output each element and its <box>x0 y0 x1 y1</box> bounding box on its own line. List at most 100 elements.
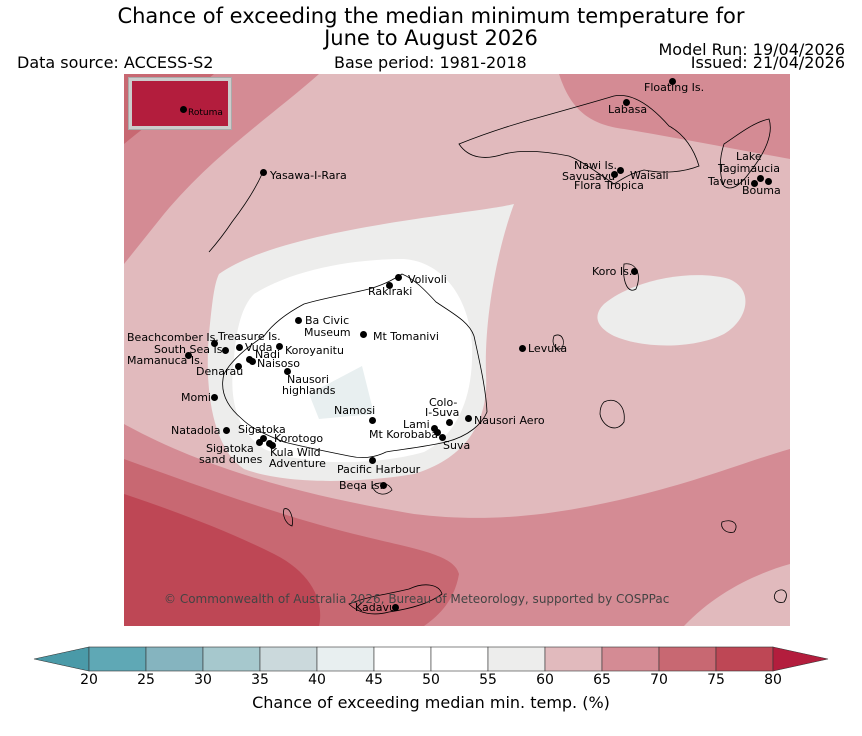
label-sigatoka: Sigatoka <box>238 423 286 436</box>
label-natadola: Natadola <box>171 424 221 437</box>
label-tagimaucia: Tagimaucia <box>718 162 780 175</box>
colorbar-under-arrow <box>33 646 90 672</box>
label-momi: Momi <box>181 391 211 404</box>
marker-momi <box>210 393 218 401</box>
marker-lami <box>430 424 438 432</box>
label-kula-2: Adventure <box>269 457 326 470</box>
marker-volivoli <box>394 273 402 281</box>
marker-kadavu <box>391 603 399 611</box>
marker-savusavu <box>610 170 618 178</box>
yasawa-coast <box>208 173 263 253</box>
rotuma-inset-fill: Rotuma <box>132 81 228 126</box>
label-labasa: Labasa <box>608 103 648 116</box>
colorbar-box-45-50 <box>373 646 432 672</box>
label-tomanivi: Mt Tomanivi <box>373 330 439 343</box>
colorbar <box>33 646 829 672</box>
gau-coast <box>599 399 625 429</box>
issued-date: Issued: 21/04/2026 <box>690 53 845 72</box>
label-korotogo: Korotogo <box>274 432 324 445</box>
marker-natadola <box>222 426 230 434</box>
lau-island-2 <box>774 589 787 603</box>
marker-koro <box>630 267 638 275</box>
marker-taveuni <box>750 179 758 187</box>
zone-75-80-southwest <box>124 494 321 626</box>
label-lami: Lami <box>403 418 430 431</box>
label-levuka: Levuka <box>528 342 568 355</box>
label-colo-1: Colo- <box>429 396 458 409</box>
vanua-levu-coast <box>458 95 700 185</box>
marker-tagimaucia <box>756 174 764 182</box>
label-korobaba: Mt Korobaba <box>369 428 439 441</box>
colorbar-box-55-60 <box>487 646 546 672</box>
colorbar-box-75-80 <box>715 646 774 672</box>
marker-southsea <box>221 346 229 354</box>
marker-labasa <box>622 98 630 106</box>
marker-nausori-highlands <box>283 367 291 375</box>
model-run: Model Run: 19/04/2026 <box>658 40 846 59</box>
label-vuda: Vuda <box>245 341 273 354</box>
label-yasawa: Yasawa-I-Rara <box>270 169 347 182</box>
label-pacific-harbour: Pacific Harbour <box>337 463 421 476</box>
koro-coast <box>623 263 639 291</box>
marker-floating <box>668 77 676 85</box>
title-line-2: June to August 2026 <box>324 26 538 50</box>
label-denarau: Denarau <box>196 365 244 378</box>
colorbar-box-25-30 <box>145 646 204 672</box>
copyright-notice: © Commonwealth of Australia 2026, Bureau… <box>164 592 670 606</box>
label-sig-dunes-1: Sigatoka <box>206 442 254 455</box>
label-koroyanitu: Koroyanitu <box>285 344 344 357</box>
marker-pacific-harbour <box>368 456 376 464</box>
colorbar-box-35-40 <box>259 646 318 672</box>
colorbar-tick-20: 20 <box>80 672 98 688</box>
label-southsea: South Sea Is. <box>154 343 226 356</box>
rotuma-label: Rotuma <box>188 108 223 118</box>
colorbar-tick-50: 50 <box>422 672 440 688</box>
colorbar-tick-65: 65 <box>593 672 611 688</box>
label-nawi: Nawi Is. <box>574 159 617 172</box>
ovalau-coast <box>552 334 564 350</box>
label-treasure: Treasure Is. <box>218 330 281 343</box>
marker-mamanuca <box>184 351 192 359</box>
label-nausori-aero: Nausori Aero <box>474 414 545 427</box>
label-flora: Flora Tropica <box>574 179 644 192</box>
marker-beachcomber <box>210 339 218 347</box>
colorbar-box-60-65 <box>544 646 603 672</box>
label-volivoli: Volivoli <box>408 273 447 286</box>
label-floating: Floating Is. <box>644 81 705 94</box>
colorbar-tick-40: 40 <box>308 672 326 688</box>
colorbar-tick-35: 35 <box>251 672 269 688</box>
label-waisali: Waisali <box>630 169 669 182</box>
label-sig-dunes-2: sand dunes <box>199 453 263 466</box>
rotuma-dot <box>179 105 187 113</box>
kadavu-coast <box>348 584 443 615</box>
marker-vuda <box>235 343 243 351</box>
marker-bouma <box>764 177 772 185</box>
colorbar-tick-70: 70 <box>650 672 668 688</box>
label-nausori-h2: highlands <box>282 384 336 397</box>
label-kula-1: Kula Wild <box>270 446 321 459</box>
colorbar-boxes <box>88 646 774 672</box>
marker-korobaba <box>433 428 441 436</box>
zone-55-60-east <box>597 275 746 346</box>
marker-suva <box>438 433 446 441</box>
marker-rakiraki <box>385 281 393 289</box>
marker-nawi <box>616 166 624 174</box>
zone-40-45-patch <box>309 366 374 419</box>
label-colo-2: I-Suva <box>425 406 460 419</box>
label-naisoso: Naisoso <box>257 357 300 370</box>
probability-map: Rotuma Floating Is. Labasa Nawi Is. Savu… <box>124 74 790 626</box>
base-period: Base period: 1981-2018 <box>334 53 527 72</box>
marker-tomanivi <box>359 330 367 338</box>
vatulele-coast <box>283 508 293 527</box>
label-nadi: Nadi <box>255 348 281 361</box>
label-namosi: Namosi <box>334 404 376 417</box>
colorbar-box-70-75 <box>658 646 717 672</box>
marker-denarau <box>234 362 242 370</box>
colorbar-tick-45: 45 <box>365 672 383 688</box>
label-beqa: Beqa Is. <box>339 479 384 492</box>
label-bouma: Bouma <box>742 184 781 197</box>
colorbar-tick-30: 30 <box>194 672 212 688</box>
marker-ba-civic <box>294 316 302 324</box>
zone-60-65-southeast <box>684 564 790 626</box>
marker-beqa <box>379 481 387 489</box>
